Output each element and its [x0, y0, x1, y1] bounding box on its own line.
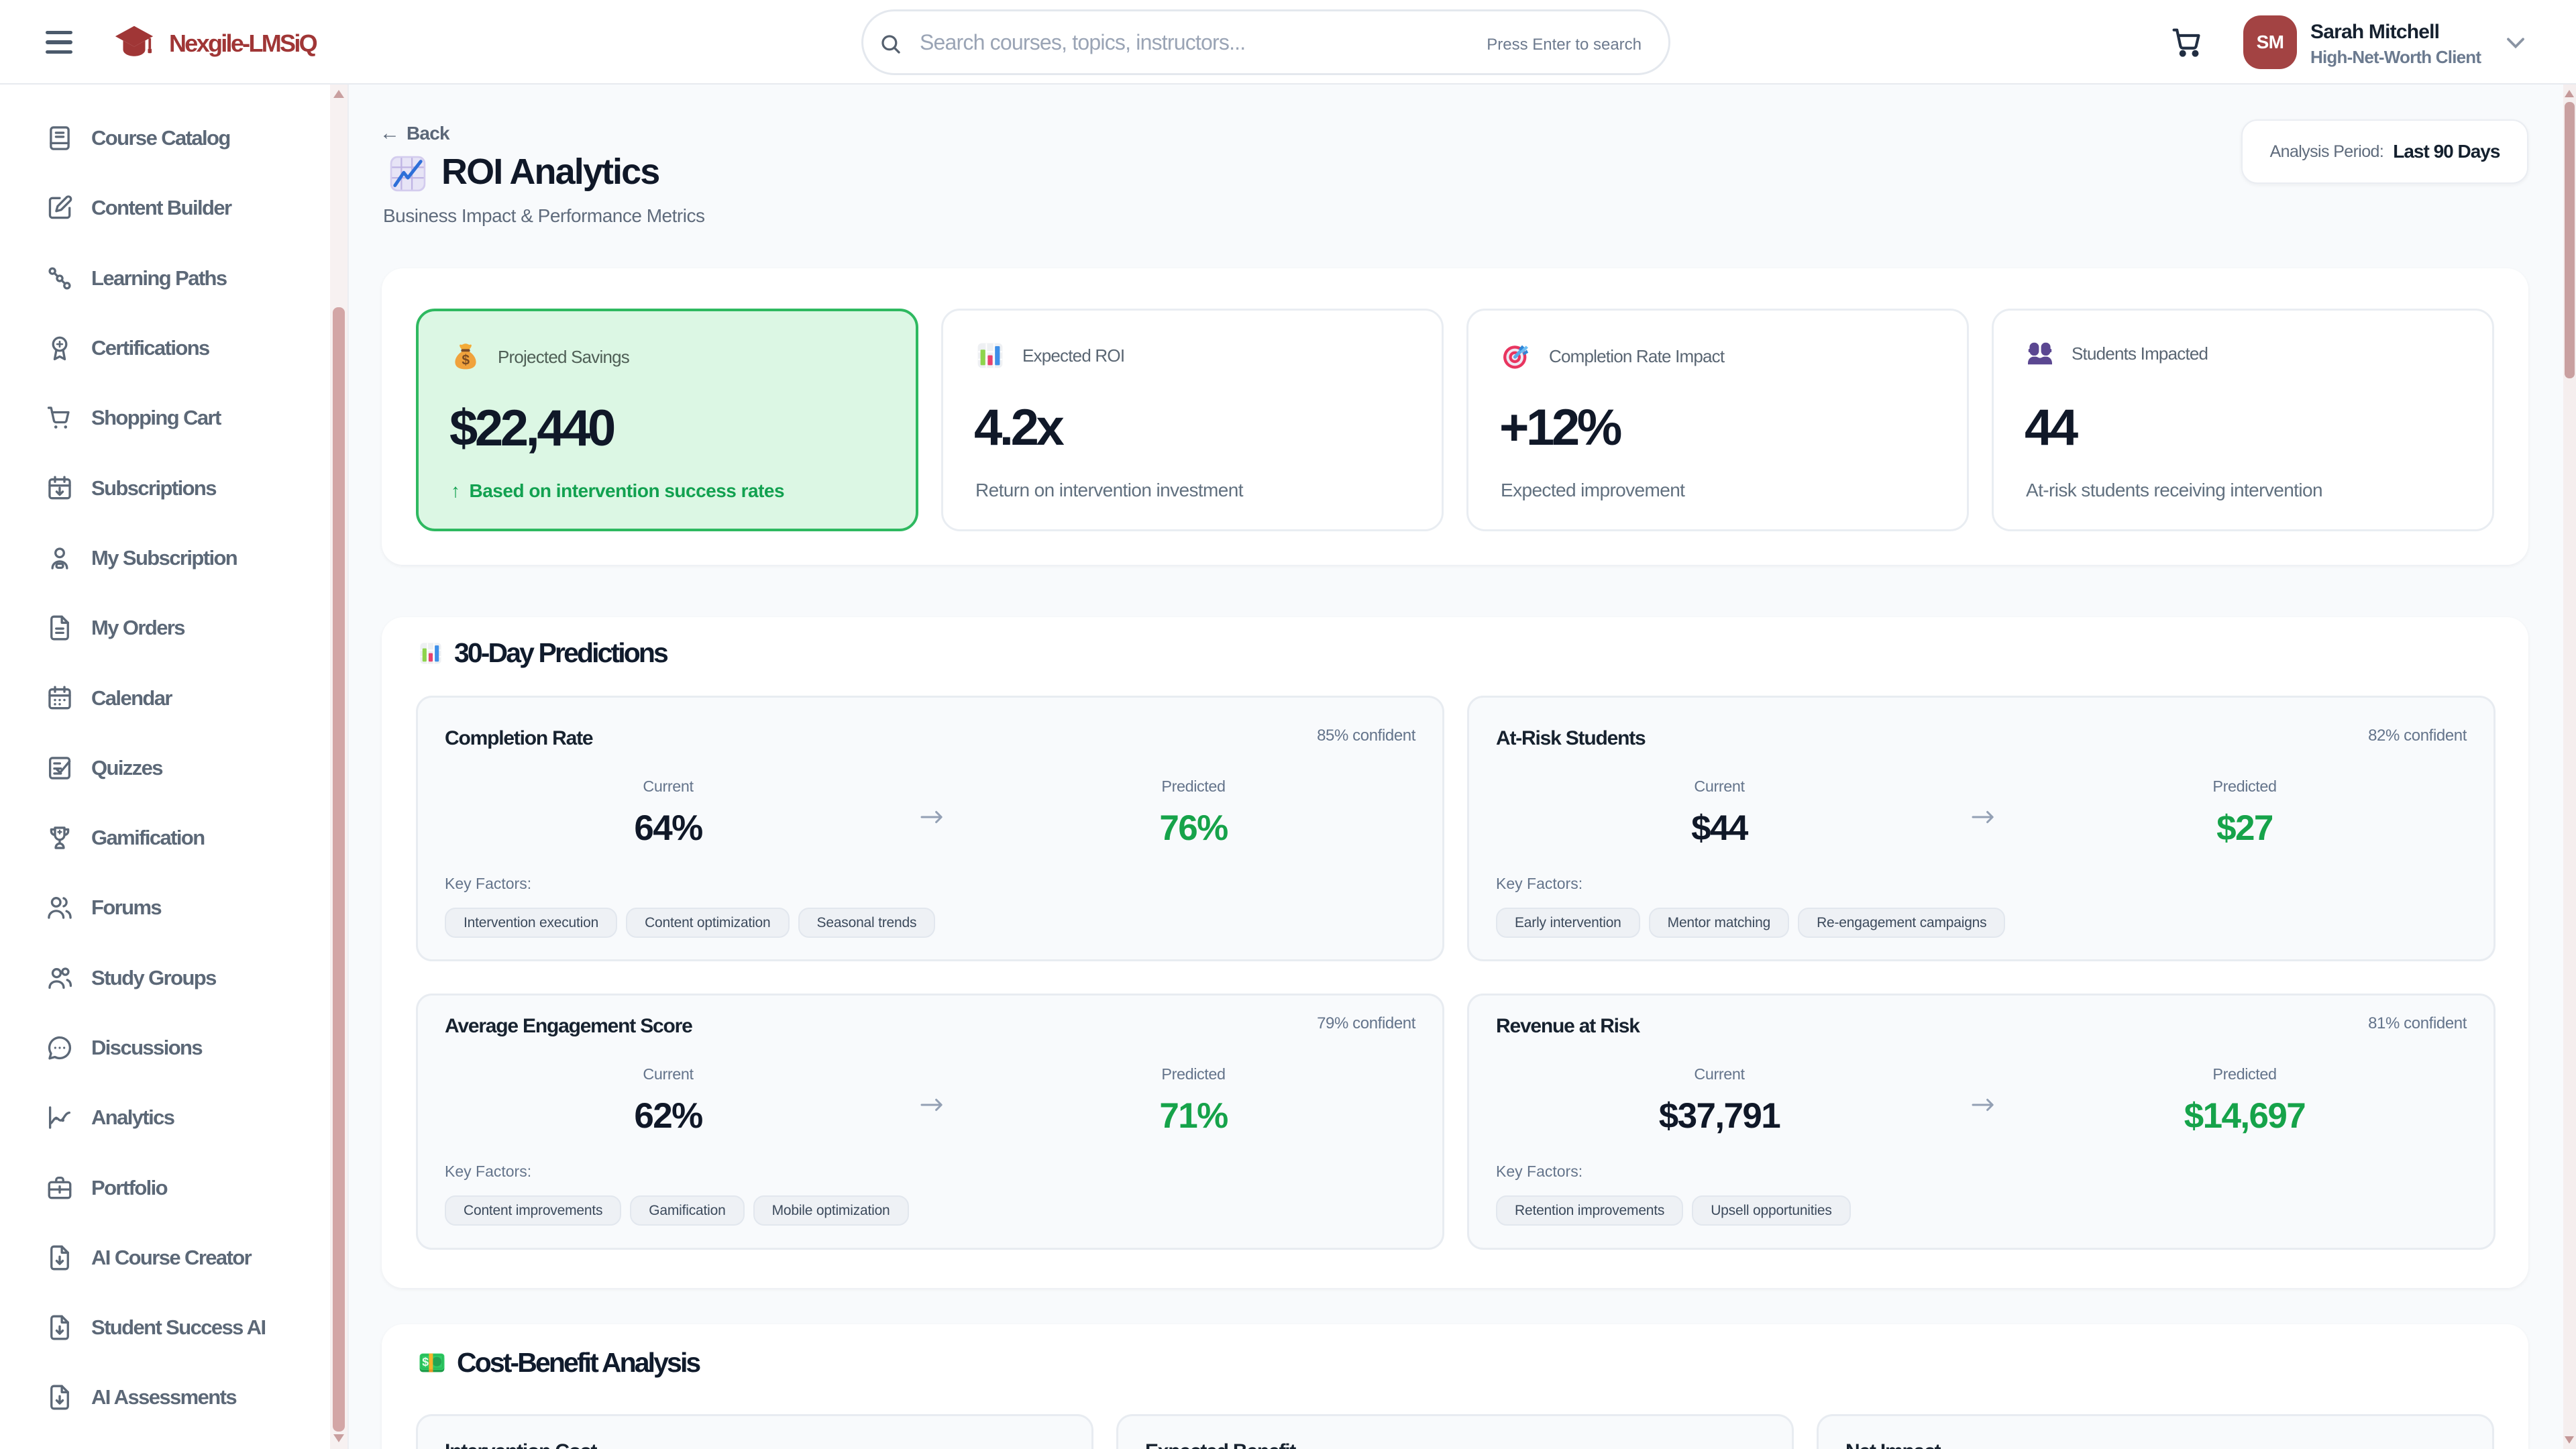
svg-text:$: $ — [462, 352, 470, 368]
svg-text:$: $ — [422, 1355, 429, 1368]
